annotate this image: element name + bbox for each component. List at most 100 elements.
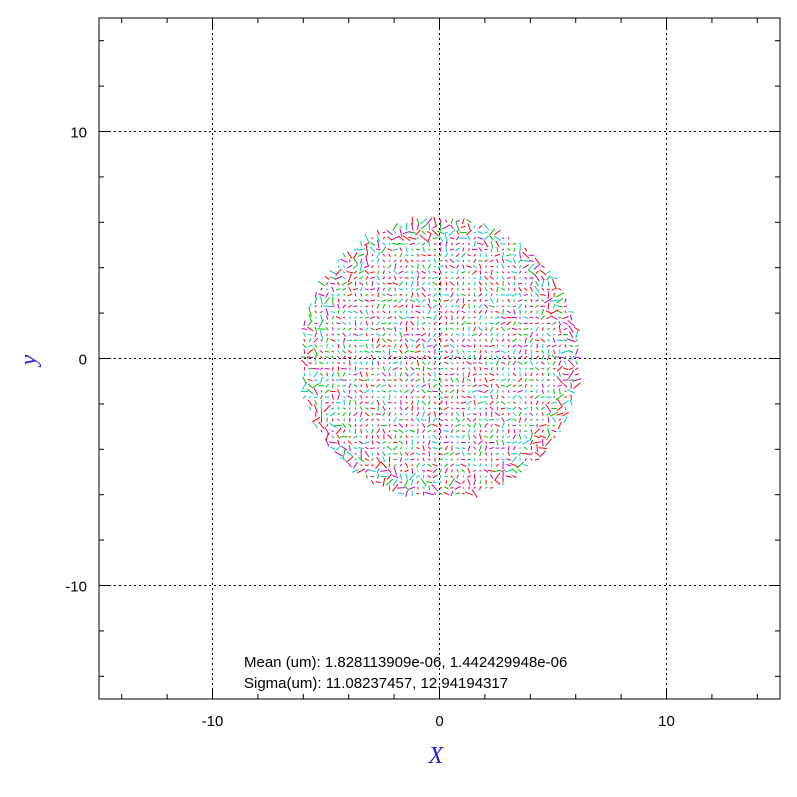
data-point [426,481,433,484]
data-point [507,360,510,366]
data-point [424,491,435,496]
data-point [337,339,340,342]
data-point [484,282,488,286]
data-point [394,254,397,257]
data-point [439,299,442,303]
data-point [523,407,528,410]
data-point [381,390,387,393]
data-point [356,248,366,251]
data-point [399,447,403,450]
data-point [535,316,539,319]
data-point [513,299,516,303]
data-point [439,355,443,360]
data-point [377,367,380,370]
data-point [444,362,449,365]
data-point [507,271,510,274]
data-point [540,338,546,343]
data-point [529,452,534,456]
data-point [392,281,399,286]
data-point [421,253,426,257]
data-point [524,361,528,365]
data-point [530,401,533,405]
data-point [331,333,335,336]
data-point [408,236,417,240]
data-point [490,429,493,433]
mean-label: Mean (um): [244,654,321,671]
data-point [506,310,511,314]
data-point [535,384,539,387]
data-point [348,435,352,438]
data-point [546,379,551,381]
data-point [366,474,368,479]
data-point [572,356,581,359]
data-point [541,299,545,302]
data-point [347,293,353,297]
data-point [562,367,569,371]
data-point [473,304,476,308]
data-point [359,281,364,286]
data-point [353,339,358,342]
data-point [337,371,340,377]
data-point [496,247,499,252]
data-point [358,298,364,303]
data-point [341,281,347,286]
data-point [411,311,414,313]
data-point [335,315,342,320]
data-point [342,332,346,337]
data-point [541,379,545,381]
data-point [483,235,489,241]
data-point [445,458,448,461]
data-point [450,424,453,427]
data-point [411,327,414,331]
data-point [382,327,385,331]
data-point [364,241,370,246]
data-point [495,360,500,366]
data-point [523,299,528,302]
data-point [347,281,353,286]
data-point [467,467,471,474]
data-point [468,271,470,274]
data-point [415,337,421,343]
data-point [450,458,454,461]
data-point [455,435,460,439]
data-point [393,445,398,451]
data-point [479,354,482,361]
data-point [328,441,337,444]
data-point [336,355,341,359]
data-point [507,396,511,399]
data-point [381,384,387,387]
data-point [468,326,470,332]
data-point [547,389,550,393]
data-point [479,458,482,461]
data-point [523,345,528,347]
data-point [336,349,341,354]
data-point [381,451,386,457]
data-point [421,395,426,399]
data-point [388,429,391,433]
data-point [512,257,517,264]
data-point [302,343,307,349]
data-point [364,316,370,319]
data-point [567,319,576,327]
y-tick-label-1: 0 [79,352,87,369]
data-point [512,242,517,245]
data-point [371,310,374,314]
data-point [421,276,426,280]
data-point [485,338,488,342]
x-axis-title: X [428,743,445,769]
data-point [556,305,564,308]
data-point [438,458,444,461]
data-point [375,350,382,353]
data-point [422,316,425,319]
data-point [521,259,531,262]
data-point [502,237,505,239]
data-point [370,447,375,449]
data-point [552,367,556,370]
data-point [337,259,340,263]
data-point [360,356,363,359]
data-point [439,327,442,331]
data-point [523,287,528,291]
data-point [534,394,540,400]
data-point [467,354,472,360]
